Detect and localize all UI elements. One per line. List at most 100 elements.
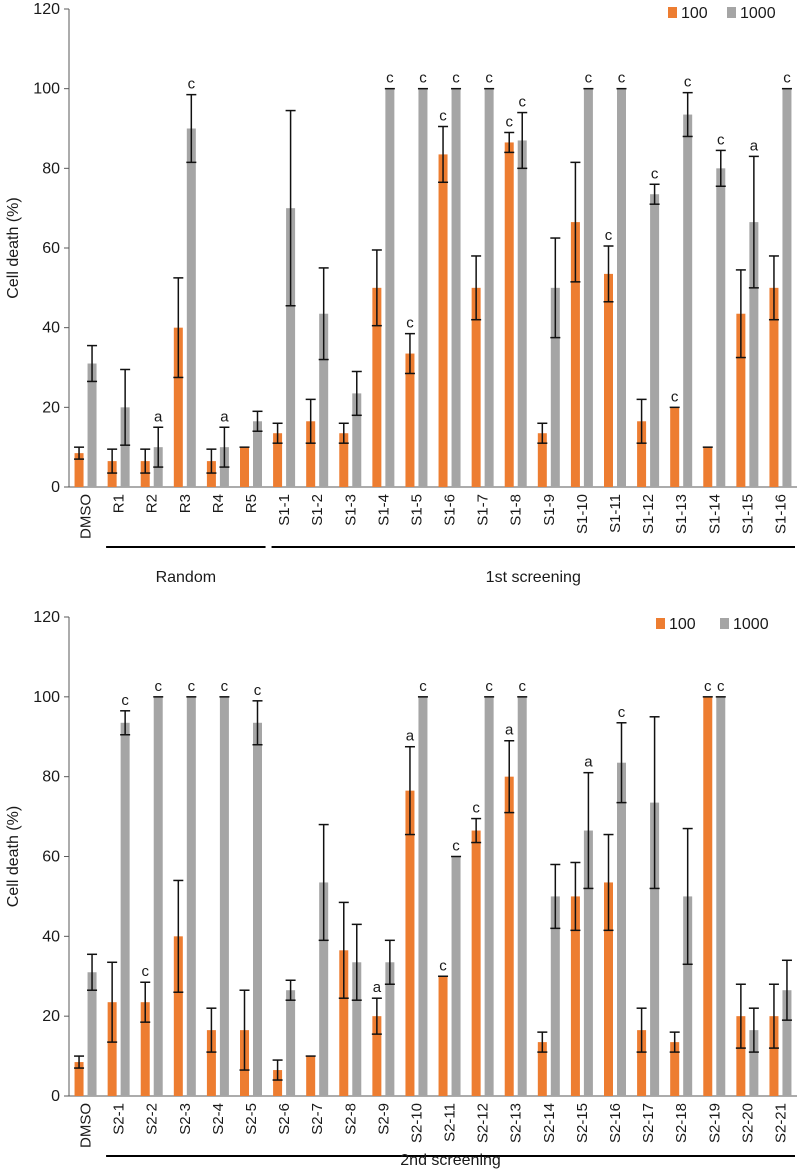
bar-100-S1-13 [670, 407, 680, 487]
bar-1000-S2-2 [153, 696, 163, 1096]
bar-100-S2-4 [206, 1030, 216, 1096]
bar-1000-S1-4 [385, 88, 395, 488]
bar-1000-DMSO [87, 363, 97, 487]
significance-label: a [154, 408, 163, 425]
legend-label-100: 100 [681, 5, 708, 22]
significance-label: a [220, 408, 229, 425]
bar-100-S2-10 [405, 790, 415, 1096]
bar-100-S2-12 [471, 830, 481, 1096]
significance-label: c [188, 76, 196, 93]
category-label: S2-13 [508, 1103, 525, 1143]
significance-label: c [518, 678, 526, 695]
bar-100-R1 [107, 461, 117, 487]
bar-100-S1-5 [405, 353, 415, 487]
y-tick-label: 20 [42, 1008, 60, 1025]
bar-1000-S1-2 [319, 313, 329, 487]
bar-100-S1-7 [471, 287, 481, 487]
significance-label: a [750, 137, 759, 154]
bar-100-DMSO [74, 1062, 84, 1096]
category-label: S2-1 [111, 1103, 128, 1135]
category-label: S1-2 [309, 494, 326, 526]
significance-label: c [618, 70, 626, 87]
category-label: S1-14 [706, 494, 723, 534]
bar-1000-S1-1 [286, 208, 296, 487]
category-label: S2-3 [177, 1103, 194, 1135]
significance-label: c [472, 800, 480, 817]
bar-1000-S2-20 [749, 1030, 759, 1096]
significance-label: c [121, 692, 129, 709]
bar-100-S2-20 [736, 1016, 746, 1096]
bar-100-S1-4 [372, 287, 382, 487]
significance-label: c [783, 70, 791, 87]
bar-100-S1-12 [637, 421, 647, 487]
category-label: S2-18 [673, 1103, 690, 1143]
category-label: S1-8 [508, 494, 525, 526]
bar-1000-S1-14 [716, 168, 726, 488]
category-label: S1-15 [739, 494, 756, 534]
significance-label: c [254, 682, 262, 699]
significance-label: c [141, 963, 149, 980]
significance-label: c [452, 838, 460, 855]
bar-100-S1-6 [438, 154, 448, 487]
bar-100-S2-16 [604, 882, 613, 1096]
legend-swatch-1000 [727, 7, 736, 18]
y-tick-label: 100 [33, 81, 60, 98]
bar-100-S2-13 [504, 776, 514, 1096]
bar-100-S1-15 [736, 313, 746, 487]
y-axis-label: Cell death (%) [5, 806, 22, 907]
category-label: S1-5 [408, 494, 425, 526]
category-label: S2-7 [309, 1103, 326, 1135]
category-label: R2 [144, 494, 161, 513]
bar-1000-S2-1 [120, 722, 130, 1096]
significance-label: c [406, 315, 414, 332]
bar-1000-S2-8 [352, 962, 362, 1096]
significance-label: c [704, 678, 712, 695]
significance-label: c [505, 113, 513, 130]
bar-100-S1-3 [339, 433, 349, 487]
category-label: S2-12 [475, 1103, 492, 1143]
group-label: 1st screening [486, 569, 581, 586]
significance-label: c [671, 388, 679, 405]
category-label: R1 [111, 494, 128, 513]
group-label: 2nd screening [400, 1152, 501, 1169]
significance-label: a [373, 979, 382, 996]
category-label: S2-4 [210, 1103, 227, 1135]
category-label: S1-10 [574, 494, 591, 534]
y-tick-label: 20 [42, 399, 60, 416]
bar-100-R4 [206, 461, 216, 487]
legend-swatch-100 [668, 7, 677, 18]
bar-100-S1-14 [703, 447, 713, 487]
bar-1000-S2-19 [716, 696, 726, 1096]
significance-label: c [154, 678, 162, 695]
bar-1000-S1-15 [749, 222, 759, 487]
y-tick-label: 60 [42, 849, 60, 866]
legend-label-100: 100 [669, 616, 696, 633]
y-axis-label: Cell death (%) [5, 197, 22, 298]
category-label: S1-6 [442, 494, 459, 526]
bar-100-S2-3 [173, 936, 183, 1096]
bar-100-R5 [240, 447, 249, 487]
bar-100-S1-1 [273, 433, 283, 487]
bar-100-S1-9 [537, 433, 547, 487]
bar-1000-R1 [120, 407, 130, 487]
bar-1000-S2-14 [550, 896, 560, 1096]
y-tick-label: 80 [42, 160, 60, 177]
bar-100-S2-6 [273, 1070, 283, 1096]
significance-label: c [618, 704, 626, 721]
bar-100-R2 [140, 461, 150, 487]
category-label: S1-3 [342, 494, 359, 526]
bar-100-R3 [173, 327, 183, 487]
legend-swatch-1000 [720, 618, 729, 629]
category-label: R3 [177, 494, 194, 513]
legend-label-1000: 1000 [733, 616, 769, 633]
bar-1000-S2-9 [385, 962, 395, 1096]
y-tick-label: 40 [42, 320, 60, 337]
bar-100-S2-18 [670, 1042, 680, 1096]
category-label: S2-2 [144, 1103, 161, 1135]
y-tick-label: 120 [33, 1, 60, 18]
group-label: Random [156, 569, 216, 586]
y-tick-label: 100 [33, 689, 60, 706]
bar-1000-S1-7 [484, 88, 494, 488]
bar-1000-S1-12 [650, 194, 660, 487]
